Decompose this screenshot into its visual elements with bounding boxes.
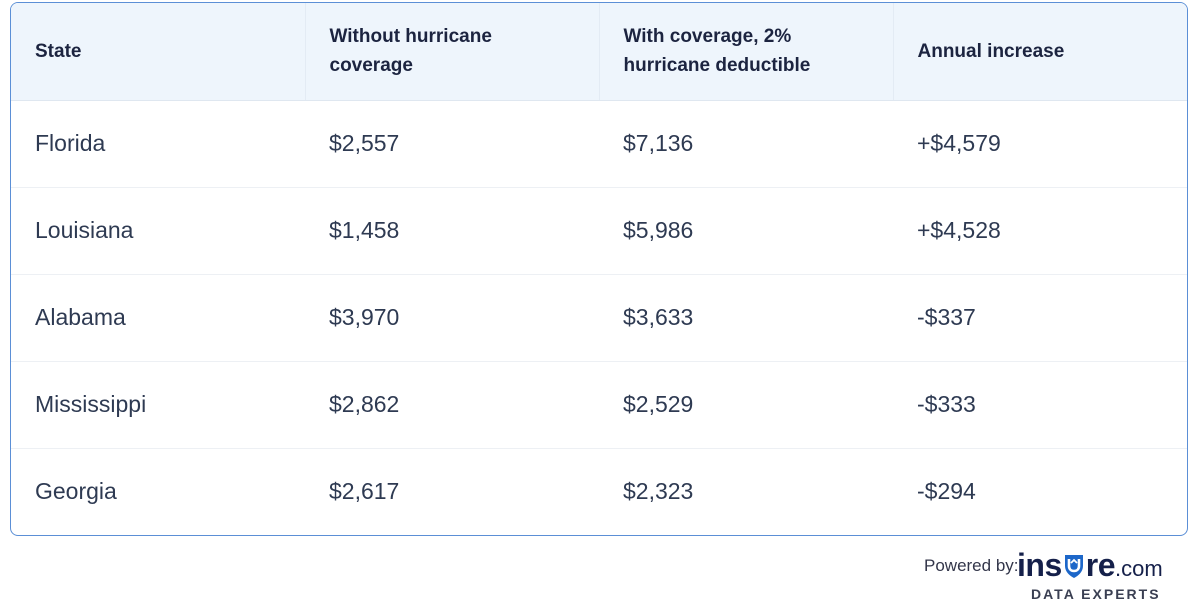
comparison-table: State Without hurricane coverage With co… (11, 3, 1187, 535)
cell-without-coverage: $1,458 (305, 187, 599, 275)
table-row: Louisiana $1,458 $5,986 +$4,528 (11, 187, 1187, 275)
cell-annual-increase: +$4,579 (893, 100, 1187, 188)
cell-state: Florida (11, 100, 305, 188)
cell-without-coverage: $2,617 (329, 478, 400, 505)
logo-text-suffix: re (1085, 547, 1116, 583)
header-with-coverage: With coverage, 2% hurricane deductible (599, 3, 894, 101)
logo-tagline: DATA EXPERTS (1031, 586, 1161, 602)
cell-annual-increase: +$4,528 (893, 187, 1187, 275)
powered-by-label: Powered by: (924, 556, 1019, 575)
header-annual-increase: Annual increase (893, 3, 1187, 101)
cell-state: Georgia (35, 478, 117, 505)
cell-with-coverage: $5,986 (599, 187, 893, 275)
logo-tld: .com (1114, 556, 1163, 581)
cell-with-coverage: $3,633 (599, 274, 893, 362)
cell-with-coverage: $2,529 (599, 361, 893, 449)
cell-without-coverage: $3,970 (305, 274, 599, 362)
cell-annual-increase: -$333 (893, 361, 1187, 449)
cell-without-coverage: $2,557 (305, 100, 599, 188)
header-state: State (11, 3, 306, 101)
table-row: Mississippi $2,862 $2,529 -$333 (11, 361, 1187, 449)
table-row: Florida $2,557 $7,136 +$4,579 (11, 100, 1187, 188)
table-row: Georgia $2,617 $2,323 -$294 (11, 448, 1187, 535)
cell-with-coverage: $2,323 (623, 478, 694, 505)
header-without-coverage: Without hurricane coverage (305, 3, 600, 101)
comparison-table-card: State Without hurricane coverage With co… (10, 2, 1188, 536)
cell-annual-increase: -$337 (893, 274, 1187, 362)
insure-logo[interactable]: ins re.com (1017, 547, 1163, 584)
shield-icon (1063, 550, 1085, 578)
powered-by-footer: Powered by: ins re.com DATA EXPERTS (886, 546, 1186, 606)
cell-without-coverage: $2,862 (305, 361, 599, 449)
cell-state: Mississippi (11, 361, 305, 449)
cell-with-coverage: $7,136 (599, 100, 893, 188)
cell-state: Louisiana (11, 187, 305, 275)
table-header-row: State Without hurricane coverage With co… (11, 3, 1187, 101)
cell-annual-increase: -$294 (917, 478, 976, 505)
table-row: Alabama $3,970 $3,633 -$337 (11, 274, 1187, 362)
logo-text-prefix: ins (1017, 547, 1062, 583)
cell-state: Alabama (11, 274, 305, 362)
